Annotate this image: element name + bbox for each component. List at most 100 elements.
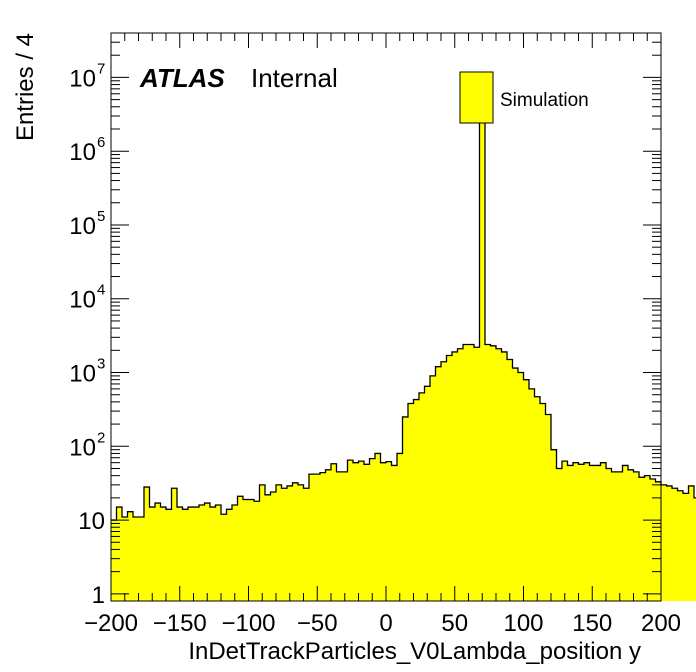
histogram-bin <box>155 503 161 601</box>
histogram-bin <box>347 460 353 601</box>
histogram-bin <box>573 462 579 601</box>
histogram-bin <box>507 359 513 601</box>
y-tick-label: 10 <box>69 361 96 388</box>
histogram-bin <box>177 507 183 601</box>
histogram-layer <box>111 118 696 601</box>
histogram-outline <box>111 118 696 521</box>
histogram-bin <box>694 497 696 601</box>
histogram-bin <box>408 403 414 601</box>
x-tick-labels: −200 −150 −100 −50 0 50 100 150 200 <box>84 610 681 637</box>
legend: Simulation <box>459 71 589 124</box>
histogram-bin <box>221 514 227 601</box>
x-tick-label: −150 <box>153 610 207 637</box>
y-tick-exponent: 4 <box>97 282 105 299</box>
histogram-bin <box>248 499 254 601</box>
histogram-bin <box>320 472 326 601</box>
histogram-bin <box>463 344 469 601</box>
histogram-bin <box>243 499 249 601</box>
histogram-bin <box>210 507 216 601</box>
histogram-bin <box>518 372 524 601</box>
x-tick-label: −100 <box>221 610 275 637</box>
histogram-bin <box>116 507 122 601</box>
y-tick-label: 10 <box>69 287 96 314</box>
histogram-bin <box>122 517 128 601</box>
histogram-bin <box>683 493 689 601</box>
histogram-bin <box>369 458 375 601</box>
histogram-bin <box>567 465 573 601</box>
histogram-bin <box>441 361 447 601</box>
histogram-bin <box>490 345 496 601</box>
y-tick-exponent: 6 <box>97 134 105 151</box>
histogram-bin <box>468 344 474 601</box>
histogram-bin <box>232 505 238 601</box>
histogram-bin <box>677 490 683 601</box>
histogram-bin <box>529 388 535 601</box>
histogram-bin <box>474 347 480 601</box>
axis-ticks <box>110 32 662 601</box>
y-tick-label: 10 <box>69 434 96 461</box>
histogram-bin <box>160 507 166 601</box>
histogram-bin <box>265 494 271 601</box>
histogram-bin <box>342 471 348 601</box>
histogram-bin <box>133 517 139 601</box>
legend-swatch-simulation <box>459 71 494 124</box>
histogram-bin <box>633 471 639 601</box>
x-tick-label: 0 <box>379 610 392 637</box>
histogram-bin <box>435 366 441 601</box>
histogram-bin <box>199 505 205 601</box>
histogram-bin <box>523 379 529 601</box>
y-tick-exponent: 2 <box>97 429 105 446</box>
histogram-bin <box>600 462 606 601</box>
y-tick-label: 1 <box>92 582 105 609</box>
histogram-bin <box>622 465 628 601</box>
histogram-bin <box>281 488 287 601</box>
x-tick-label: 100 <box>503 610 543 637</box>
histogram-bin <box>584 462 590 601</box>
histogram-bin <box>655 481 661 601</box>
histogram-bin <box>331 463 337 601</box>
histogram-bin <box>391 465 397 601</box>
histogram-bin <box>413 399 419 601</box>
histogram-bin <box>270 492 276 601</box>
legend-label-simulation: Simulation <box>500 90 589 111</box>
histogram-bin <box>430 375 436 601</box>
histogram-bin <box>628 469 634 601</box>
histogram-bin <box>578 464 584 601</box>
histogram-bin <box>204 503 210 601</box>
histogram-bin <box>501 351 507 601</box>
histogram-bin <box>259 484 265 601</box>
x-tick-label: 200 <box>641 610 681 637</box>
histogram-bin <box>397 453 403 601</box>
histogram-bin <box>292 482 298 601</box>
y-tick-label: 10 <box>78 508 105 535</box>
x-axis-title: InDetTrackParticles_V0Lambda_position y <box>188 638 641 665</box>
histogram-bin <box>424 386 430 601</box>
histogram-bin <box>485 344 491 601</box>
histogram-bin <box>589 465 595 601</box>
histogram-bin <box>446 355 452 601</box>
x-tick-label: −200 <box>84 610 138 637</box>
x-tick-label: −50 <box>297 610 338 637</box>
histogram-bin <box>138 517 144 601</box>
histogram-bin <box>606 468 612 601</box>
x-tick-label: 50 <box>441 610 468 637</box>
histogram-bin <box>309 474 315 601</box>
histogram-bin <box>375 453 381 601</box>
histogram-bin <box>237 496 243 601</box>
histogram-bin <box>540 403 546 601</box>
histogram-bin <box>666 485 672 601</box>
histogram-bin <box>661 484 667 601</box>
histogram-bin <box>479 119 485 601</box>
internal-label: Internal <box>251 63 338 93</box>
histogram-bin <box>215 505 221 601</box>
histogram-bin <box>193 507 199 601</box>
histogram-bin <box>276 484 282 601</box>
histogram-bin <box>650 479 656 601</box>
histogram-bin <box>644 475 650 601</box>
histogram-bin <box>545 414 551 601</box>
y-tick-exponent: 7 <box>97 60 105 77</box>
histogram-bin <box>144 487 150 601</box>
y-tick-label: 10 <box>69 139 96 166</box>
